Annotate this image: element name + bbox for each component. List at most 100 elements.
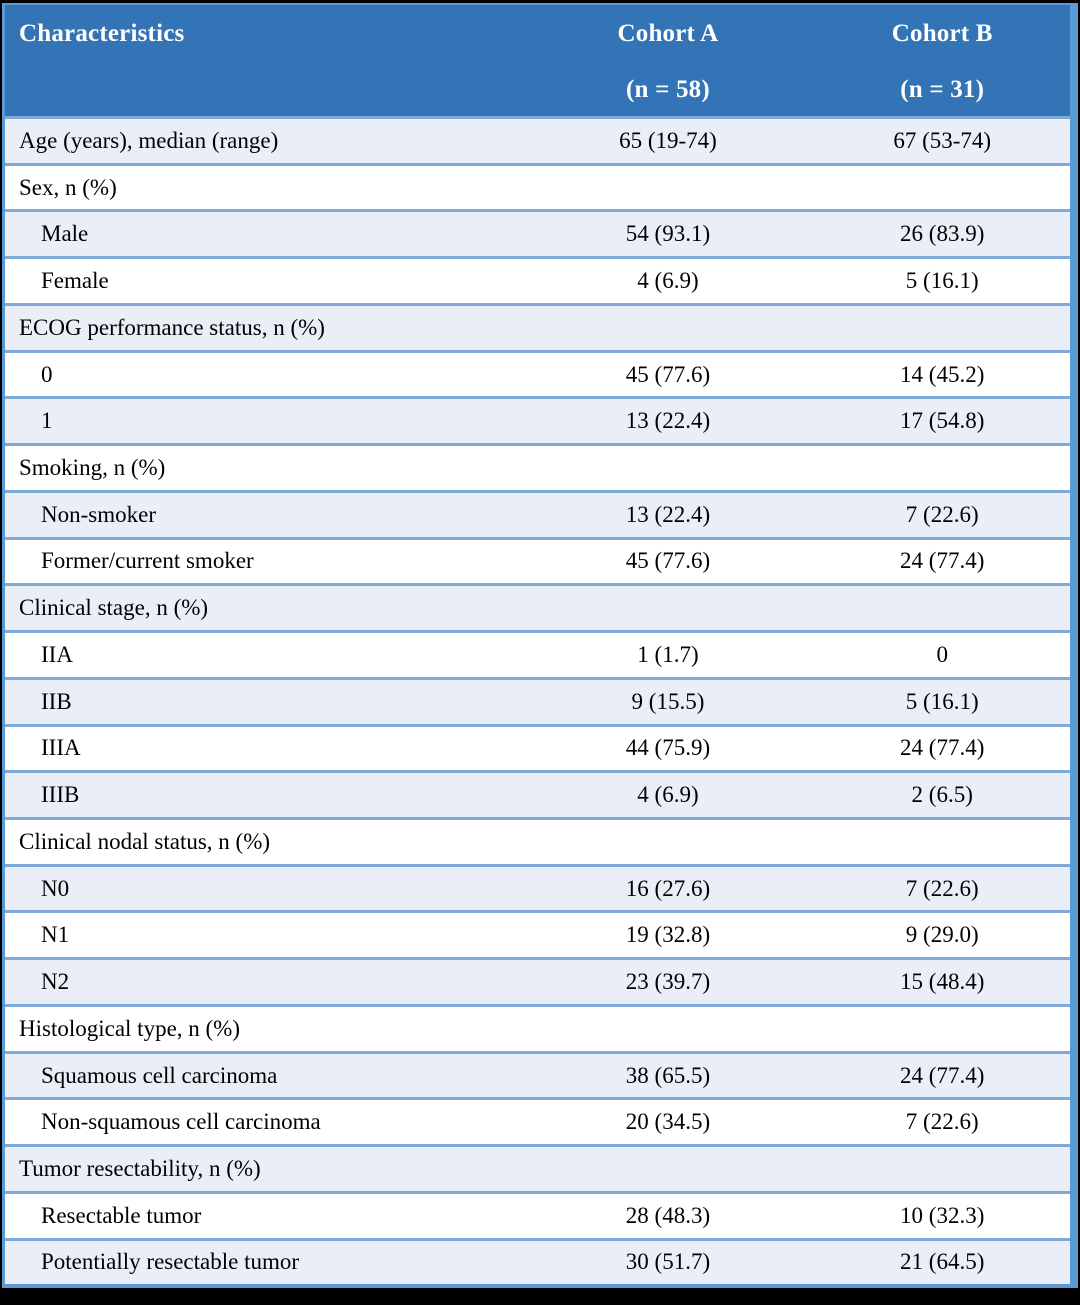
characteristics-heading: Characteristics xyxy=(19,20,185,47)
table-row-category: Clinical stage, n (%) xyxy=(5,583,1070,632)
table-row: Resectable tumor 28 (48.3) 10 (32.3) xyxy=(5,1190,1070,1240)
col-header-characteristics: Characteristics xyxy=(5,5,522,118)
col-header-cohort-b: Cohort B (n = 31) xyxy=(814,5,1070,118)
table-row: IIB 9 (15.5) 5 (16.1) xyxy=(5,676,1070,726)
table-border: Characteristics Cohort A (n = 58) Cohort… xyxy=(2,3,1078,1288)
table-row: Former/current smoker 45 (77.6) 24 (77.4) xyxy=(5,536,1070,585)
cohort-b-value: 14 (45.2) xyxy=(814,349,1070,398)
cohort-b-value xyxy=(814,162,1070,211)
characteristic-label: IIA xyxy=(5,630,522,679)
table-row: Female 4 (6.9) 5 (16.1) xyxy=(5,256,1070,305)
table-row: Non-squamous cell carcinoma 20 (34.5) 7 (2… xyxy=(5,1097,1070,1146)
cohort-a-value: 44 (75.9) xyxy=(521,723,815,772)
characteristic-label: Former/current smoker xyxy=(5,536,522,585)
characteristic-label: Sex, n (%) xyxy=(5,162,522,211)
characteristic-label: Clinical nodal status, n (%) xyxy=(5,817,522,866)
col-header-cohort-a: Cohort A (n = 58) xyxy=(521,5,815,118)
characteristic-label: N2 xyxy=(5,957,522,1006)
cohort-a-title: Cohort A xyxy=(617,20,719,47)
cohort-b-value: 5 (16.1) xyxy=(814,256,1070,305)
cohort-b-value: 10 (32.3) xyxy=(814,1190,1070,1240)
table-row: Male 54 (93.1) 26 (83.9) xyxy=(5,209,1070,258)
cohort-a-value xyxy=(521,583,815,632)
cohort-b-value: 0 xyxy=(814,630,1070,679)
table-row: N1 19 (32.8) 9 (29.0) xyxy=(5,910,1070,959)
table-row-category: Sex, n (%) xyxy=(5,162,1070,211)
cohort-b-value: 67 (53-74) xyxy=(814,116,1070,165)
table-row: Squamous cell carcinoma 38 (65.5) 24 (77.4… xyxy=(5,1050,1070,1099)
table-row: IIA 1 (1.7) 0 xyxy=(5,630,1070,679)
table-row-category: ECOG performance status, n (%) xyxy=(5,302,1070,352)
cohort-a-value: 4 (6.9) xyxy=(521,770,815,819)
characteristic-label: Histological type, n (%) xyxy=(5,1003,522,1053)
cohort-b-title: Cohort B xyxy=(891,20,993,47)
cohort-b-value xyxy=(814,1144,1070,1193)
cohort-b-value: 24 (77.4) xyxy=(814,723,1070,772)
cohort-a-value xyxy=(521,443,815,492)
characteristic-label: 1 xyxy=(5,396,522,445)
characteristic-label: Potentially resectable tumor xyxy=(5,1237,522,1284)
cohort-a-value: 4 (6.9) xyxy=(521,256,815,305)
cohort-a-value: 30 (51.7) xyxy=(521,1237,815,1284)
table-row: 0 45 (77.6) 14 (45.2) xyxy=(5,349,1070,398)
cohort-b-value: 2 (6.5) xyxy=(814,770,1070,819)
cohort-b-value: 26 (83.9) xyxy=(814,209,1070,258)
cohort-b-value xyxy=(814,443,1070,492)
cohort-a-value: 13 (22.4) xyxy=(521,489,815,539)
table-row-category: Histological type, n (%) xyxy=(5,1003,1070,1053)
cohort-b-value: 21 (64.5) xyxy=(814,1237,1070,1284)
cohort-a-value xyxy=(521,1003,815,1053)
characteristic-label: Female xyxy=(5,256,522,305)
cohort-a-value: 28 (48.3) xyxy=(521,1190,815,1240)
header-row: Characteristics Cohort A (n = 58) Cohort… xyxy=(5,5,1070,118)
characteristic-label: N1 xyxy=(5,910,522,959)
cohort-b-value: 7 (22.6) xyxy=(814,863,1070,912)
characteristic-label: Resectable tumor xyxy=(5,1190,522,1240)
table-row: Potentially resectable tumor 30 (51.7) 21 … xyxy=(5,1237,1070,1284)
table-row: 1 13 (22.4) 17 (54.8) xyxy=(5,396,1070,445)
patient-characteristics-table: Characteristics Cohort A (n = 58) Cohort… xyxy=(5,5,1070,1284)
table-row: IIIB 4 (6.9) 2 (6.5) xyxy=(5,770,1070,819)
characteristic-label: Age (years), median (range) xyxy=(5,116,522,165)
cohort-b-value: 7 (22.6) xyxy=(814,489,1070,539)
cohort-b-value xyxy=(814,1003,1070,1053)
cohort-a-value: 20 (34.5) xyxy=(521,1097,815,1146)
cohort-a-value: 13 (22.4) xyxy=(521,396,815,445)
cohort-a-value: 54 (93.1) xyxy=(521,209,815,258)
cohort-b-value: 17 (54.8) xyxy=(814,396,1070,445)
table-row: N2 23 (39.7) 15 (48.4) xyxy=(5,957,1070,1006)
table-row-category: Age (years), median (range) 65 (19-74) 67 … xyxy=(5,116,1070,165)
characteristic-label: Smoking, n (%) xyxy=(5,443,522,492)
cohort-b-value: 24 (77.4) xyxy=(814,536,1070,585)
table-header: Characteristics Cohort A (n = 58) Cohort… xyxy=(5,5,1070,118)
cohort-a-n: (n = 58) xyxy=(626,76,710,103)
characteristic-label: IIIB xyxy=(5,770,522,819)
cohort-a-value xyxy=(521,1144,815,1193)
cohort-a-value xyxy=(521,302,815,352)
characteristic-label: Clinical stage, n (%) xyxy=(5,583,522,632)
cohort-b-value xyxy=(814,302,1070,352)
table-row: Non-smoker 13 (22.4) 7 (22.6) xyxy=(5,489,1070,539)
table-row: IIIA 44 (75.9) 24 (77.4) xyxy=(5,723,1070,772)
cohort-b-value: 5 (16.1) xyxy=(814,676,1070,726)
characteristic-label: ECOG performance status, n (%) xyxy=(5,302,522,352)
characteristic-label: IIIA xyxy=(5,723,522,772)
characteristic-label: Non-squamous cell carcinoma xyxy=(5,1097,522,1146)
cohort-a-value: 45 (77.6) xyxy=(521,536,815,585)
cohort-a-value xyxy=(521,817,815,866)
cohort-a-value: 1 (1.7) xyxy=(521,630,815,679)
table-body: Age (years), median (range) 65 (19-74) 67 … xyxy=(5,116,1070,1284)
table-row: N0 16 (27.6) 7 (22.6) xyxy=(5,863,1070,912)
cohort-b-value xyxy=(814,583,1070,632)
cohort-a-value: 9 (15.5) xyxy=(521,676,815,726)
characteristic-label: 0 xyxy=(5,349,522,398)
cohort-b-value: 15 (48.4) xyxy=(814,957,1070,1006)
table-row-category: Tumor resectability, n (%) xyxy=(5,1144,1070,1193)
characteristic-label: IIB xyxy=(5,676,522,726)
cohort-b-value: 7 (22.6) xyxy=(814,1097,1070,1146)
cohort-b-n: (n = 31) xyxy=(900,76,985,103)
table-row-category: Clinical nodal status, n (%) xyxy=(5,817,1070,866)
cohort-a-value xyxy=(521,162,815,211)
cohort-a-value: 19 (32.8) xyxy=(521,910,815,959)
